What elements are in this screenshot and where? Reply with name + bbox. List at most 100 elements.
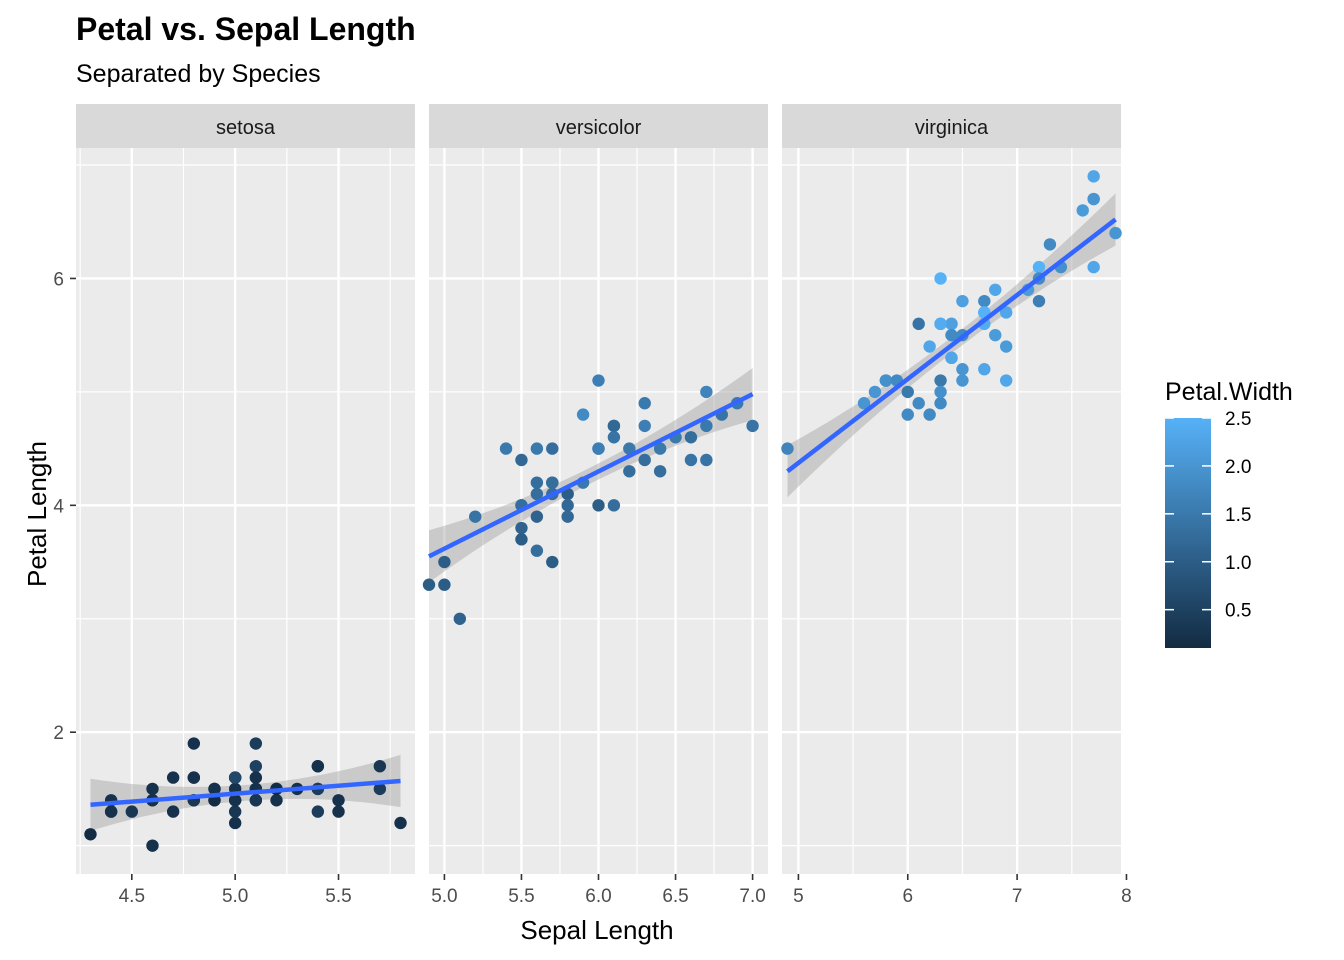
data-point	[530, 510, 544, 523]
data-point	[270, 794, 283, 807]
y-tick-label: 2	[53, 723, 64, 744]
data-point	[228, 771, 242, 784]
data-point	[901, 408, 914, 421]
y-axis-label: Petal Length	[22, 441, 52, 587]
regression-line	[427, 392, 754, 559]
facet-strip-label: versicolor	[556, 117, 642, 139]
data-point	[228, 805, 242, 818]
data-point	[166, 771, 180, 784]
data-point	[530, 544, 544, 557]
data-point	[945, 351, 958, 365]
data-point	[249, 771, 263, 784]
y-tick-label: 4	[53, 496, 64, 517]
data-point	[438, 578, 451, 591]
legend-tick-label: 0.5	[1225, 601, 1251, 622]
data-point	[561, 499, 574, 512]
facet-panels: setosa 4.5 5.0 5.5 versicolor 5.0 5.5 6.0 6.5 7.0…	[76, 104, 1132, 907]
data-point	[653, 465, 667, 478]
data-point	[901, 385, 914, 399]
data-point	[638, 453, 651, 467]
data-point	[607, 419, 621, 433]
data-point	[945, 317, 958, 331]
facet-strip	[76, 104, 415, 148]
data-point	[781, 442, 794, 455]
data-point	[653, 442, 667, 455]
y-axis: 2 4 6	[53, 269, 76, 744]
facet-strip-label: setosa	[216, 117, 276, 139]
data-point	[638, 419, 651, 433]
data-point	[912, 397, 925, 410]
x-tick-label: 5.5	[508, 886, 534, 907]
data-point	[607, 499, 621, 512]
data-point	[934, 385, 947, 399]
data-point	[530, 442, 544, 455]
data-point	[394, 816, 407, 830]
data-point	[592, 499, 605, 512]
facet-panel-versicolor: versicolor 5.0 5.5 6.0 6.5 7.0	[422, 104, 768, 907]
legend-ticks: 0.5 1.0 1.5 2.0 2.5	[1165, 409, 1251, 622]
data-point	[530, 487, 544, 501]
data-point	[228, 816, 242, 830]
x-tick-label: 6.5	[662, 886, 688, 907]
facet-panel-setosa: setosa 4.5 5.0 5.5	[76, 104, 415, 907]
data-point	[515, 533, 528, 546]
x-tick-label: 5	[793, 886, 804, 907]
data-point	[530, 476, 544, 489]
data-point	[546, 476, 559, 489]
data-point	[438, 555, 451, 569]
data-point	[1087, 260, 1100, 274]
data-point	[422, 578, 436, 591]
data-point	[469, 510, 482, 523]
data-point	[311, 760, 325, 773]
data-point	[923, 340, 936, 353]
data-point	[249, 760, 263, 773]
x-tick-label: 4.5	[119, 886, 145, 907]
data-point	[546, 555, 559, 569]
data-point	[989, 283, 1002, 296]
data-point	[700, 453, 713, 467]
data-point	[1043, 238, 1057, 251]
data-point	[956, 294, 969, 308]
x-tick-label: 5.0	[222, 886, 248, 907]
data-point	[912, 317, 925, 331]
data-point	[592, 374, 605, 387]
chart-subtitle: Separated by Species	[76, 60, 321, 88]
data-point	[923, 408, 936, 421]
data-point	[373, 782, 387, 796]
data-point	[989, 328, 1002, 342]
x-tick-label: 7	[1012, 886, 1023, 907]
data-point	[515, 521, 528, 535]
x-tick-label: 5.5	[325, 886, 351, 907]
data-point	[700, 385, 713, 399]
regression-line	[786, 217, 1117, 474]
data-point	[546, 442, 559, 455]
data-point	[934, 317, 947, 331]
regression-line	[90, 778, 401, 808]
facet-strip	[782, 104, 1121, 148]
data-point	[999, 374, 1013, 387]
data-point	[104, 805, 118, 818]
data-point	[1032, 260, 1046, 274]
legend-tick-label: 1.0	[1225, 553, 1251, 574]
data-point	[453, 612, 467, 625]
data-point	[228, 794, 242, 807]
data-point	[576, 408, 590, 421]
legend-tick-label: 2.5	[1225, 409, 1251, 430]
data-point	[249, 794, 263, 807]
data-point	[638, 397, 651, 410]
data-point	[879, 374, 893, 387]
data-point	[623, 465, 636, 478]
data-point	[208, 782, 221, 796]
facet-panel-virginica: virginica 5 6 7 8	[781, 104, 1132, 907]
data-point	[684, 431, 698, 444]
legend-colorbar	[1165, 418, 1211, 648]
data-point	[684, 453, 698, 467]
data-point	[1076, 204, 1089, 217]
data-point	[561, 510, 574, 523]
data-point	[373, 760, 387, 773]
data-point	[999, 340, 1013, 353]
data-point	[978, 363, 991, 376]
panel-background	[76, 148, 415, 874]
x-axis-label: Sepal Length	[520, 915, 673, 945]
